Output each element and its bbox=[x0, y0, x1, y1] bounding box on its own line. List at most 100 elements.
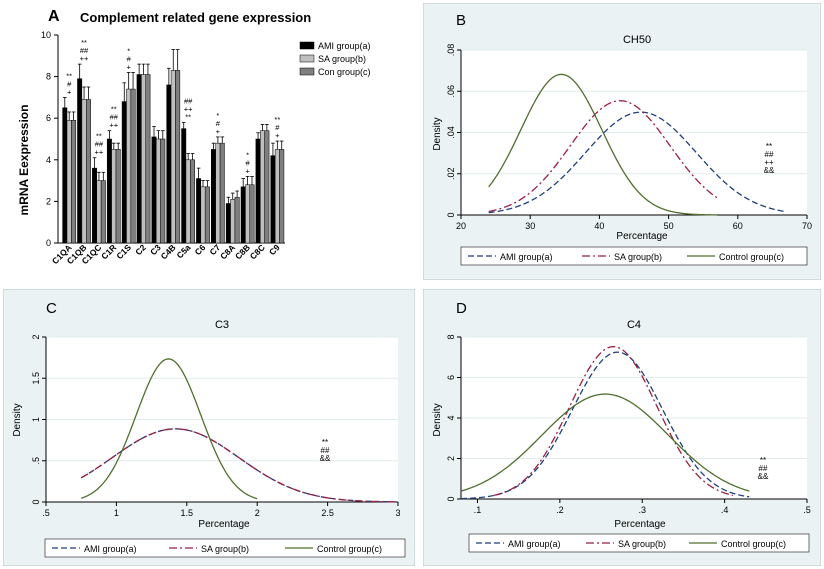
y-tick-label: 6 bbox=[446, 375, 456, 380]
density-curve-control bbox=[460, 393, 750, 492]
bar-C9-2 bbox=[279, 149, 285, 244]
significance-mark-C1QB: ## bbox=[80, 46, 89, 55]
density-curve-control bbox=[80, 358, 258, 500]
y-tick-label: 8 bbox=[446, 334, 456, 339]
x-tick-label-C8C: C8C bbox=[248, 242, 267, 261]
panel-b-legend-box bbox=[460, 246, 808, 266]
bar-C2-2 bbox=[145, 74, 151, 244]
significance-mark-C8B: * bbox=[246, 150, 249, 159]
panel-d-density-chart: D C4 Density Percentage 0 2 4 6 8 .1 .2 .3 .4 .5 *… bbox=[423, 289, 821, 566]
bar-C1R-1 bbox=[111, 149, 117, 244]
y-tick-label: .08 bbox=[446, 44, 456, 57]
x-tick-label: 30 bbox=[525, 221, 535, 231]
bar-C3-0 bbox=[151, 136, 157, 244]
bar-C2-0 bbox=[136, 74, 142, 244]
y-tick-label: .5 bbox=[31, 457, 41, 465]
significance-mark-C9: + bbox=[275, 131, 280, 140]
bar-C5a-1 bbox=[185, 159, 191, 244]
legend-label-sa: SA group(b) bbox=[614, 252, 662, 262]
panel-a-label: A bbox=[48, 8, 60, 25]
x-tick-label: .5 bbox=[42, 508, 50, 518]
bar-C1QC-1 bbox=[96, 180, 102, 244]
bar-C6-1 bbox=[200, 186, 206, 244]
panel-d-ylabel: Density bbox=[432, 403, 443, 436]
panel-a-ylabel: mRNA Eexpression bbox=[17, 105, 31, 216]
bar-C1QB-0 bbox=[77, 78, 83, 244]
panel-a-y-tick-label: 2 bbox=[46, 196, 51, 206]
bar-C9-1 bbox=[274, 149, 280, 244]
panel-b-legend: AMI group(a) SA group(b) Control group(c… bbox=[460, 246, 808, 266]
legend-label-ami: AMI group(a) bbox=[500, 252, 553, 262]
x-tick-label-C9: C9 bbox=[267, 242, 282, 257]
x-tick-label: 3 bbox=[395, 508, 400, 518]
significance-mark-C5a: ++ bbox=[184, 104, 193, 113]
x-tick-label: 2 bbox=[255, 508, 260, 518]
y-tick-label: 1 bbox=[31, 417, 41, 422]
bar-C1S-0 bbox=[121, 101, 127, 244]
bar-C8A-2 bbox=[234, 196, 240, 244]
panel-c-legend: AMI group(a) SA group(b) Control group(c… bbox=[44, 538, 406, 558]
bar-C4B-2 bbox=[175, 70, 181, 244]
significance-mark-C1QB: ** bbox=[81, 38, 87, 47]
panel-b-xlabel: Percentage bbox=[616, 231, 668, 242]
bar-C1S-2 bbox=[130, 88, 136, 244]
x-tick-label: .2 bbox=[556, 505, 564, 515]
y-tick-label: 2 bbox=[446, 456, 456, 461]
bar-C4B-1 bbox=[170, 70, 176, 244]
panel-c-label: C bbox=[46, 300, 57, 317]
bar-C8A-0 bbox=[225, 203, 231, 244]
x-tick-label: 1 bbox=[114, 508, 119, 518]
panel-c-legend-box bbox=[44, 538, 406, 558]
significance-mark: ** bbox=[760, 456, 766, 465]
significance-mark-C5a: ** bbox=[185, 112, 191, 121]
bar-C1QB-2 bbox=[86, 99, 91, 244]
significance-mark-C1R: ## bbox=[110, 113, 119, 122]
panel-b-title: CH50 bbox=[623, 34, 651, 46]
significance-mark: && bbox=[764, 166, 775, 175]
significance-mark-C1S: # bbox=[127, 54, 132, 63]
x-tick-label: 20 bbox=[456, 221, 466, 231]
significance-mark: && bbox=[320, 454, 331, 463]
panel-c-title: C3 bbox=[215, 319, 229, 331]
panel-d-label: D bbox=[456, 300, 467, 317]
significance-mark-C9: # bbox=[275, 123, 280, 132]
significance-mark-C1QC: ++ bbox=[95, 148, 104, 157]
x-tick-label: 2.5 bbox=[321, 508, 334, 518]
density-curve-ami bbox=[488, 111, 787, 214]
y-tick-label: 2 bbox=[31, 334, 41, 339]
legend-swatch-sa bbox=[299, 54, 315, 63]
significance-mark-C7: + bbox=[216, 127, 221, 136]
bar-C1QC-2 bbox=[100, 180, 106, 244]
significance-mark-C1S: * bbox=[127, 46, 130, 55]
panel-b-label: B bbox=[456, 12, 466, 29]
significance-mark: ## bbox=[765, 150, 774, 159]
bar-C8B-1 bbox=[245, 184, 251, 244]
bar-C1S-1 bbox=[126, 88, 132, 244]
legend-label-ami: AMI group(a) bbox=[84, 544, 137, 554]
bar-C1QA-0 bbox=[62, 107, 68, 244]
panel-c-ylabel: Density bbox=[12, 403, 23, 436]
significance-mark-C1R: ** bbox=[111, 105, 117, 114]
y-tick-label: 4 bbox=[446, 415, 456, 420]
y-tick-label: .06 bbox=[446, 85, 456, 98]
significance-mark-C1R: ++ bbox=[109, 121, 118, 130]
y-tick-label: .04 bbox=[446, 126, 456, 139]
panel-d-xlabel: Percentage bbox=[614, 519, 666, 530]
bar-C7-2 bbox=[219, 142, 225, 244]
bar-C3-1 bbox=[155, 138, 161, 244]
bar-C5a-0 bbox=[181, 128, 187, 244]
bar-C8C-1 bbox=[260, 130, 265, 244]
significance-mark-C1QA: + bbox=[67, 87, 72, 96]
bar-C8C-0 bbox=[255, 138, 261, 244]
significance-mark-C1S: + bbox=[126, 62, 131, 71]
x-tick-label: 1.5 bbox=[181, 508, 194, 518]
density-curve-sa bbox=[493, 345, 734, 497]
bar-C9-0 bbox=[270, 155, 276, 244]
significance-mark-C1QB: ++ bbox=[80, 54, 89, 63]
legend-label-sa: SA group(b) bbox=[201, 544, 249, 554]
x-tick-label: .5 bbox=[803, 505, 811, 515]
significance-mark: ## bbox=[321, 446, 330, 455]
x-tick-label-C6: C6 bbox=[193, 242, 208, 257]
bar-C3-2 bbox=[160, 138, 166, 244]
